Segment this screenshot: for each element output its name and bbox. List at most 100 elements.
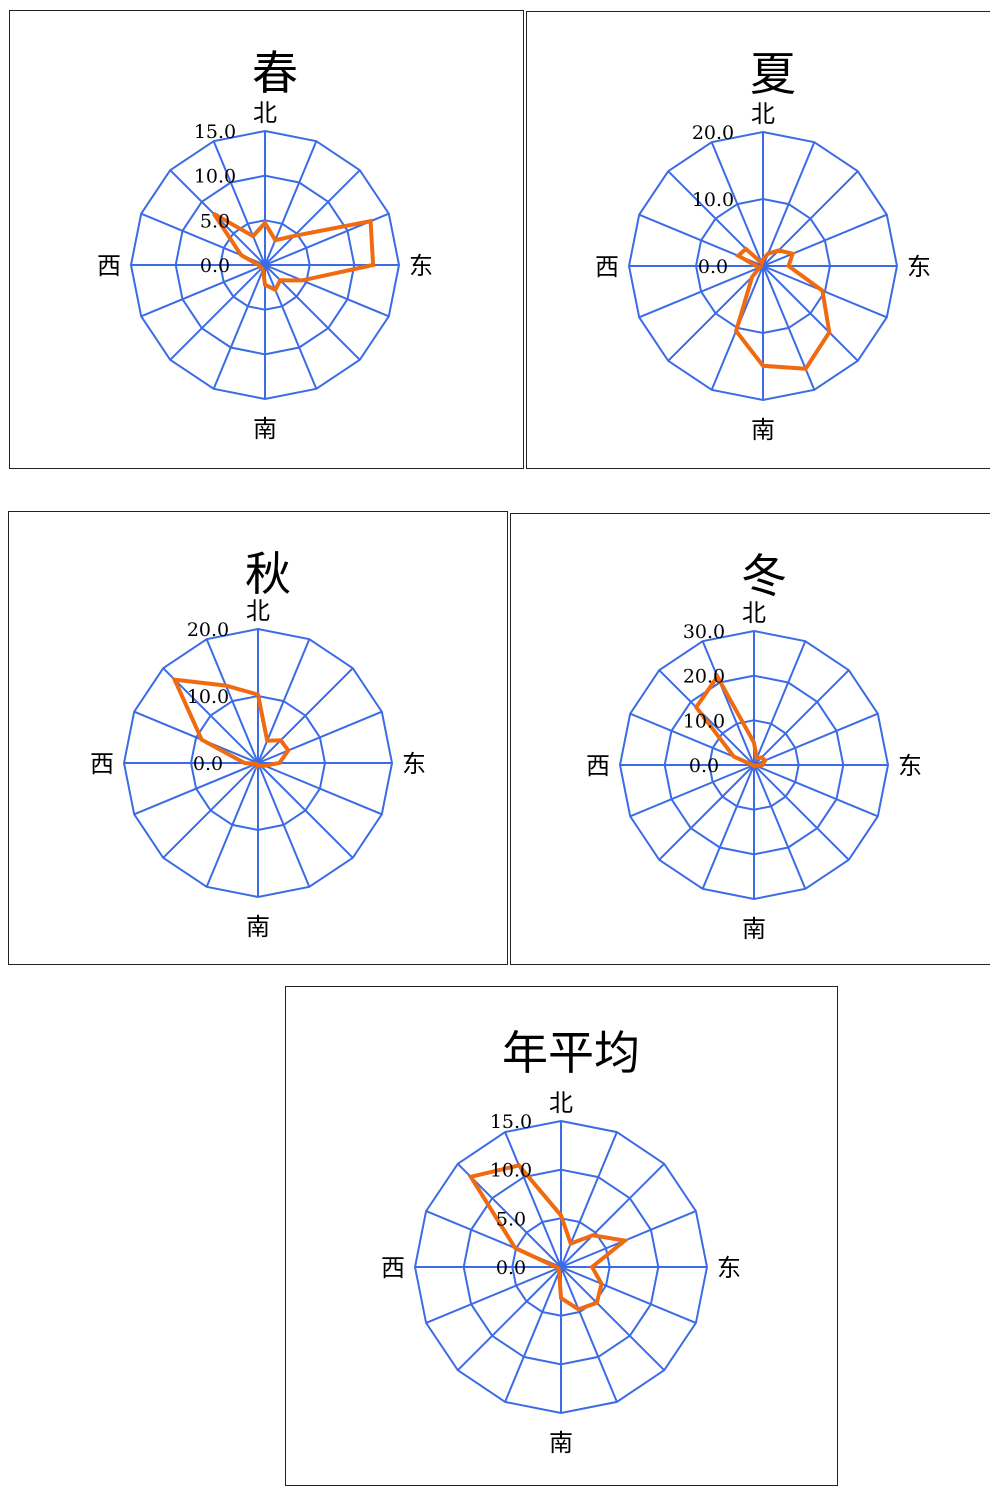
tick-label: 0.0: [193, 753, 223, 775]
direction-label-east: 东: [409, 252, 433, 280]
wind-rose-panel-winter: 0.0 10.0 20.0 30.0 北南 东 西 冬: [510, 513, 990, 965]
direction-label-east: 东: [898, 752, 922, 780]
series-line: [212, 212, 376, 293]
direction-label-east: 东: [402, 750, 426, 778]
grid-spoke: [753, 640, 807, 766]
chart-title: 春: [252, 46, 298, 100]
direction-label-east: 东: [907, 253, 931, 281]
tick-label: 10.0: [490, 1160, 532, 1182]
grid-spoke: [264, 140, 318, 266]
wind-rose-panel-spring: 0.0 5.0 10.0 15.0 北南 东 西 春: [9, 10, 524, 469]
grid-spoke: [753, 712, 879, 766]
direction-label-north: 北: [751, 100, 775, 128]
grid-spoke: [264, 169, 361, 266]
chart-title: 夏: [750, 47, 796, 101]
grid-spoke: [762, 213, 888, 267]
grid-spoke: [257, 710, 383, 764]
direction-label-west: 西: [90, 750, 114, 778]
grid-spoke: [140, 264, 266, 318]
grid-spoke: [457, 1266, 562, 1371]
grid-spoke: [425, 1266, 562, 1324]
direction-label-west: 西: [381, 1254, 405, 1282]
grid-spoke: [504, 1266, 562, 1403]
grid-spoke: [753, 764, 807, 890]
grid-spoke: [560, 1266, 697, 1324]
grid-spoke: [560, 1210, 697, 1268]
tick-label: 0.0: [496, 1257, 526, 1279]
grid-spoke: [162, 762, 259, 859]
grid-spoke: [257, 762, 354, 859]
grid-spoke: [701, 640, 755, 766]
tick-label: 0.0: [698, 256, 728, 278]
direction-label-east: 东: [717, 1254, 741, 1282]
tick-label: 10.0: [692, 189, 734, 211]
tick-label: 0.0: [689, 755, 719, 777]
grid-spoke: [638, 265, 764, 319]
grid-spoke: [133, 710, 259, 764]
grid-spoke: [212, 264, 266, 390]
wind-rose-svg: 0.0 10.0 20.0 北南 东 西 秋: [90, 547, 426, 941]
tick-label: 20.0: [187, 619, 229, 641]
grid-spoke: [710, 141, 764, 267]
grid-spoke: [212, 140, 266, 266]
grid-spoke: [701, 764, 755, 890]
grid-spoke: [504, 1131, 562, 1268]
grid-spoke: [762, 141, 816, 267]
tick-label: 5.0: [200, 210, 230, 232]
direction-label-north: 北: [742, 599, 766, 627]
tick-label: 10.0: [194, 166, 236, 188]
grid-spoke: [169, 264, 266, 361]
wind-rose-panel-annual: 0.0 5.0 10.0 15.0 北南 东 西 年平均: [285, 986, 838, 1486]
direction-label-south: 南: [246, 913, 270, 941]
direction-label-west: 西: [586, 752, 610, 780]
direction-label-south: 南: [751, 416, 775, 444]
direction-label-south: 南: [549, 1429, 573, 1457]
wind-rose-svg: 0.0 5.0 10.0 15.0 北南 东 西 春: [97, 46, 433, 443]
series-line: [467, 1163, 630, 1312]
tick-label: 15.0: [490, 1111, 532, 1133]
grid-spoke: [753, 764, 850, 861]
grid-spoke: [658, 764, 755, 861]
tick-label: 0.0: [200, 255, 230, 277]
grid-spoke: [560, 1266, 665, 1371]
tick-label: 30.0: [683, 621, 725, 643]
tick-label: 20.0: [683, 666, 725, 688]
grid-spoke: [560, 1266, 618, 1403]
chart-title: 冬: [741, 549, 787, 603]
tick-label: 10.0: [187, 686, 229, 708]
grid-spoke: [133, 762, 259, 816]
grid-spoke: [264, 264, 318, 390]
grid-spoke: [257, 762, 311, 888]
grid-spoke: [264, 264, 390, 318]
grid-spoke: [667, 265, 764, 362]
direction-label-west: 西: [97, 252, 121, 280]
grid-spoke: [560, 1163, 665, 1268]
chart-title: 秋: [245, 547, 291, 601]
grid-spoke: [257, 667, 354, 764]
grid-spoke: [257, 762, 383, 816]
direction-label-west: 西: [595, 253, 619, 281]
wind-rose-panel-summer: 0.0 10.0 20.0 北南 东 西 夏: [526, 11, 990, 469]
grid-spoke: [762, 265, 859, 362]
tick-label: 10.0: [683, 710, 725, 732]
direction-label-north: 北: [549, 1089, 573, 1117]
series-line: [693, 672, 768, 769]
series-line: [733, 246, 832, 371]
chart-title: 年平均: [502, 1026, 640, 1080]
wind-rose-svg: 0.0 10.0 20.0 30.0 北南 东 西 冬: [586, 549, 922, 943]
wind-rose-panel-autumn: 0.0 10.0 20.0 北南 东 西 秋: [8, 511, 508, 965]
grid-spoke: [205, 638, 259, 764]
wind-rose-svg: 0.0 10.0 20.0 北南 东 西 夏: [595, 47, 931, 444]
grid-spoke: [162, 667, 259, 764]
direction-label-north: 北: [246, 597, 270, 625]
direction-label-south: 南: [253, 415, 277, 443]
grid-spoke: [762, 265, 888, 319]
series-line: [171, 677, 291, 771]
direction-label-north: 北: [253, 99, 277, 127]
grid-spoke: [753, 669, 850, 766]
tick-label: 15.0: [194, 121, 236, 143]
tick-label: 20.0: [692, 122, 734, 144]
grid-spoke: [205, 762, 259, 888]
direction-label-south: 南: [742, 915, 766, 943]
grid-spoke: [753, 764, 879, 818]
